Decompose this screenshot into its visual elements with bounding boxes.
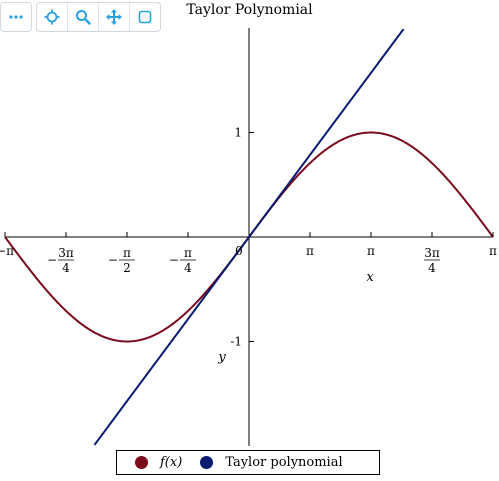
x-tick-label: 3π4	[423, 246, 440, 275]
zoom-button[interactable]	[68, 3, 99, 31]
toolbar-tools-group	[36, 2, 161, 32]
more-button[interactable]	[1, 3, 31, 31]
x-tick-minus: −	[169, 253, 179, 267]
crosshair-icon	[44, 9, 60, 25]
chart-title: Taylor Polynomial	[186, 2, 313, 18]
x-tick-label: π	[306, 244, 314, 258]
legend-item-f[interactable]: f(x)	[135, 455, 182, 470]
x-tick-denominator: 4	[62, 261, 70, 275]
x-tick-label: −3π4	[47, 246, 75, 275]
origin-label: 0	[235, 244, 243, 258]
x-tick-numerator: π	[123, 246, 131, 260]
pan-button[interactable]	[99, 3, 130, 31]
x-tick-minus: −	[47, 253, 57, 267]
legend-swatch-f	[135, 456, 148, 469]
reset-view-button[interactable]	[130, 3, 160, 31]
legend-item-taylor[interactable]: Taylor polynomial	[200, 455, 343, 470]
y-tick-label: -1	[230, 335, 242, 349]
x-tick-numerator: π	[184, 246, 192, 260]
x-axis-label: x	[366, 270, 374, 285]
x-tick-numerator: 3π	[58, 246, 74, 260]
x-tick-denominator: 4	[428, 261, 436, 275]
point-probe-button[interactable]	[37, 3, 68, 31]
x-tick-label: − π4	[169, 246, 196, 275]
legend-label-taylor: Taylor polynomial	[225, 455, 343, 470]
legend-swatch-taylor	[200, 456, 214, 469]
zoom-icon	[76, 10, 91, 25]
x-tick-denominator: 2	[123, 261, 131, 275]
y-axis-label: y	[217, 350, 226, 365]
x-tick-minus: −	[108, 253, 118, 267]
x-tick-numerator: 3π	[424, 246, 440, 260]
x-tick-label: π	[367, 244, 375, 258]
more-icon	[9, 15, 23, 19]
x-tick-label: −π	[0, 244, 14, 258]
legend-label-f: f(x)	[160, 455, 183, 470]
y-tick-label: 1	[234, 126, 242, 140]
chart-legend: f(x) Taylor polynomial	[116, 450, 380, 475]
reset-icon	[138, 10, 152, 24]
x-tick-label: − π2	[108, 246, 135, 275]
toolbar-more-group	[0, 2, 32, 32]
x-tick-label: π	[489, 244, 497, 258]
plot-toolbar	[0, 2, 161, 32]
series-line-taylor[interactable]	[93, 28, 405, 446]
x-tick-denominator: 4	[184, 261, 192, 275]
pan-icon	[106, 9, 122, 25]
